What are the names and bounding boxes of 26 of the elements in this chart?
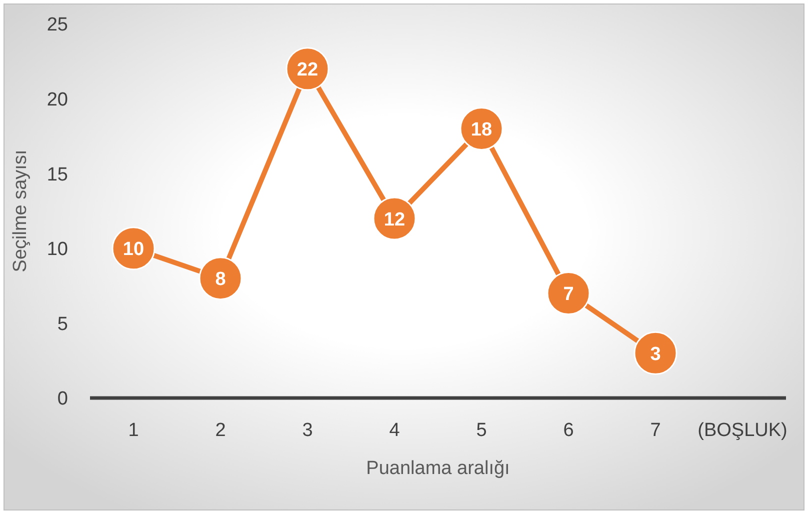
data-label: 3: [650, 344, 661, 365]
data-label: 12: [384, 209, 406, 230]
x-tick-label: (BOŞLUK): [698, 420, 788, 441]
point: [546, 272, 590, 316]
y-tick-label: 10: [46, 239, 68, 260]
y-tick-label: 5: [57, 314, 68, 335]
x-tick-label: 7: [650, 420, 661, 441]
point: [198, 256, 242, 300]
data-label: 22: [296, 60, 318, 81]
y-axis-title: Seçilme sayısı: [10, 150, 31, 272]
x-axis-title: Puanlama aralığı: [366, 458, 510, 479]
y-tick-label: 20: [46, 89, 68, 110]
x-tick-label: 6: [563, 420, 574, 441]
data-label: 10: [122, 239, 144, 260]
x-tick-label: 4: [389, 420, 400, 441]
x-tick-label: 1: [128, 420, 139, 441]
data-label: 18: [470, 120, 492, 141]
y-tick-label: 25: [46, 14, 68, 36]
y-tick-label: 15: [46, 164, 68, 186]
x-tick-label: 2: [215, 420, 226, 441]
x-tick-label: 3: [302, 420, 313, 441]
y-tick-label: 0: [57, 388, 68, 410]
x-tick-label: 5: [476, 420, 487, 441]
point: [634, 331, 678, 375]
data-label: 8: [215, 269, 226, 290]
data-label: 7: [563, 284, 574, 306]
